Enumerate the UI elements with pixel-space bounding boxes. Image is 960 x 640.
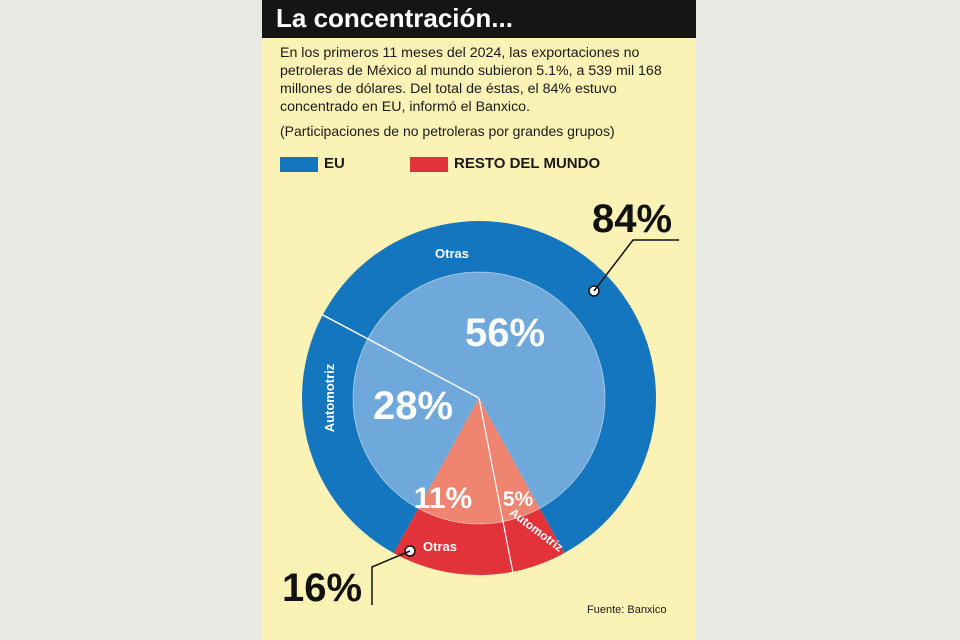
legend-swatch-resto: [410, 157, 448, 172]
ring-label-resto-otras: Otras: [423, 539, 457, 554]
outer-ring-eu: [301, 221, 656, 554]
label-resto-automotriz: 5%: [503, 488, 534, 511]
outer-ring-resto: [393, 508, 565, 576]
divider-resto: [478, 397, 514, 572]
infographic-panel: La concentración... En los primeros 11 m…: [262, 0, 696, 640]
inner-slice-eu: [353, 272, 605, 509]
label-eu-automotriz: 28%: [373, 384, 453, 428]
intro-text: En los primeros 11 meses del 2024, las e…: [280, 45, 662, 115]
ring-label-eu-automotriz: Automotriz: [322, 363, 337, 432]
callout-line-resto: [371, 550, 411, 605]
inner-edge: [352, 271, 606, 525]
callout-value-resto: 16%: [282, 566, 362, 610]
inner-slice-resto: [418, 398, 540, 524]
legend-swatch-eu: [280, 157, 318, 172]
page-title: La concentración...: [276, 3, 513, 33]
label-eu-otras: 56%: [465, 311, 545, 355]
label-resto-otras: 11%: [414, 482, 472, 515]
title-bar: La concentración...: [262, 0, 696, 38]
legend-label-eu: EU: [324, 155, 345, 172]
ring-label-eu-otras: Otras: [435, 246, 469, 261]
callout-value-eu: 84%: [592, 197, 672, 241]
legend-label-resto: RESTO DEL MUNDO: [454, 155, 601, 172]
divider-eu: [322, 314, 480, 399]
callout-line-eu: [593, 239, 679, 292]
source-note: Fuente: Banxico: [587, 604, 667, 616]
chart-subtitle: (Participaciones de no petroleras por gr…: [280, 123, 615, 139]
